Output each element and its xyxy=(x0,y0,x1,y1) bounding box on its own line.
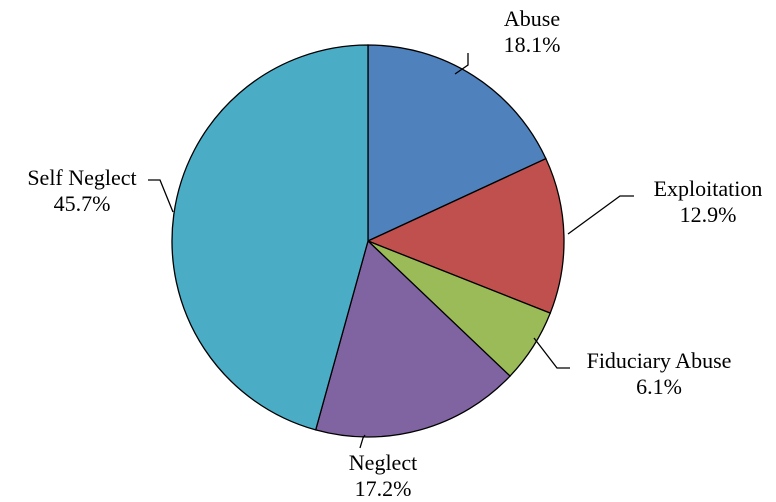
data-label-value: 18.1% xyxy=(504,32,561,57)
data-label-exploitation: Exploitation 12.9% xyxy=(654,176,763,227)
pie-slice-neglect xyxy=(314,239,511,438)
pie-slices xyxy=(171,44,565,438)
data-label-category: Self Neglect xyxy=(27,165,136,190)
data-label-fiduciary-abuse: Fiduciary Abuse 6.1% xyxy=(587,348,732,399)
data-label-self-neglect: Self Neglect 45.7% xyxy=(27,165,136,216)
data-label-value: 12.9% xyxy=(680,202,737,227)
leader-line-exploitation xyxy=(567,195,634,235)
leader-line-neglect xyxy=(359,434,366,449)
leader-line-fiduciary-abuse xyxy=(533,337,570,369)
pie-slice-exploitation xyxy=(366,157,565,314)
data-label-value: 17.2% xyxy=(355,476,412,501)
data-label-category: Abuse xyxy=(504,6,560,31)
pie-slice-self-neglect xyxy=(171,44,369,431)
data-label-abuse: Abuse 18.1% xyxy=(504,6,561,57)
leader-line-self-neglect xyxy=(148,179,174,213)
data-label-neglect: Neglect 17.2% xyxy=(349,450,417,501)
data-labels: Abuse 18.1% Exploitation 12.9% Fiduciary Abu… xyxy=(27,6,762,501)
data-label-category: Fiduciary Abuse xyxy=(587,348,732,373)
pie-slice-abuse xyxy=(367,44,547,243)
data-label-value: 6.1% xyxy=(636,374,682,399)
data-label-category: Neglect xyxy=(349,450,417,475)
data-label-value: 45.7% xyxy=(54,191,111,216)
data-label-category: Exploitation xyxy=(654,176,763,201)
leader-line-abuse xyxy=(454,53,469,75)
leader-lines xyxy=(148,53,634,449)
